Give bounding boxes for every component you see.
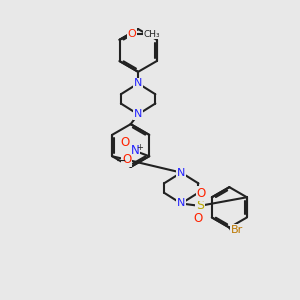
Text: O: O bbox=[122, 153, 131, 166]
Text: N: N bbox=[134, 109, 142, 119]
Text: +: + bbox=[136, 142, 143, 152]
Text: −: − bbox=[116, 154, 127, 167]
Text: N: N bbox=[130, 144, 139, 158]
Text: N: N bbox=[177, 199, 185, 208]
Text: S: S bbox=[196, 200, 204, 212]
Text: O: O bbox=[121, 136, 130, 149]
Text: CH₃: CH₃ bbox=[144, 30, 160, 39]
Text: O: O bbox=[196, 187, 206, 200]
Text: O: O bbox=[194, 212, 203, 225]
Text: N: N bbox=[177, 168, 185, 178]
Text: N: N bbox=[134, 78, 142, 88]
Text: O: O bbox=[128, 29, 136, 39]
Text: Br: Br bbox=[231, 225, 244, 235]
